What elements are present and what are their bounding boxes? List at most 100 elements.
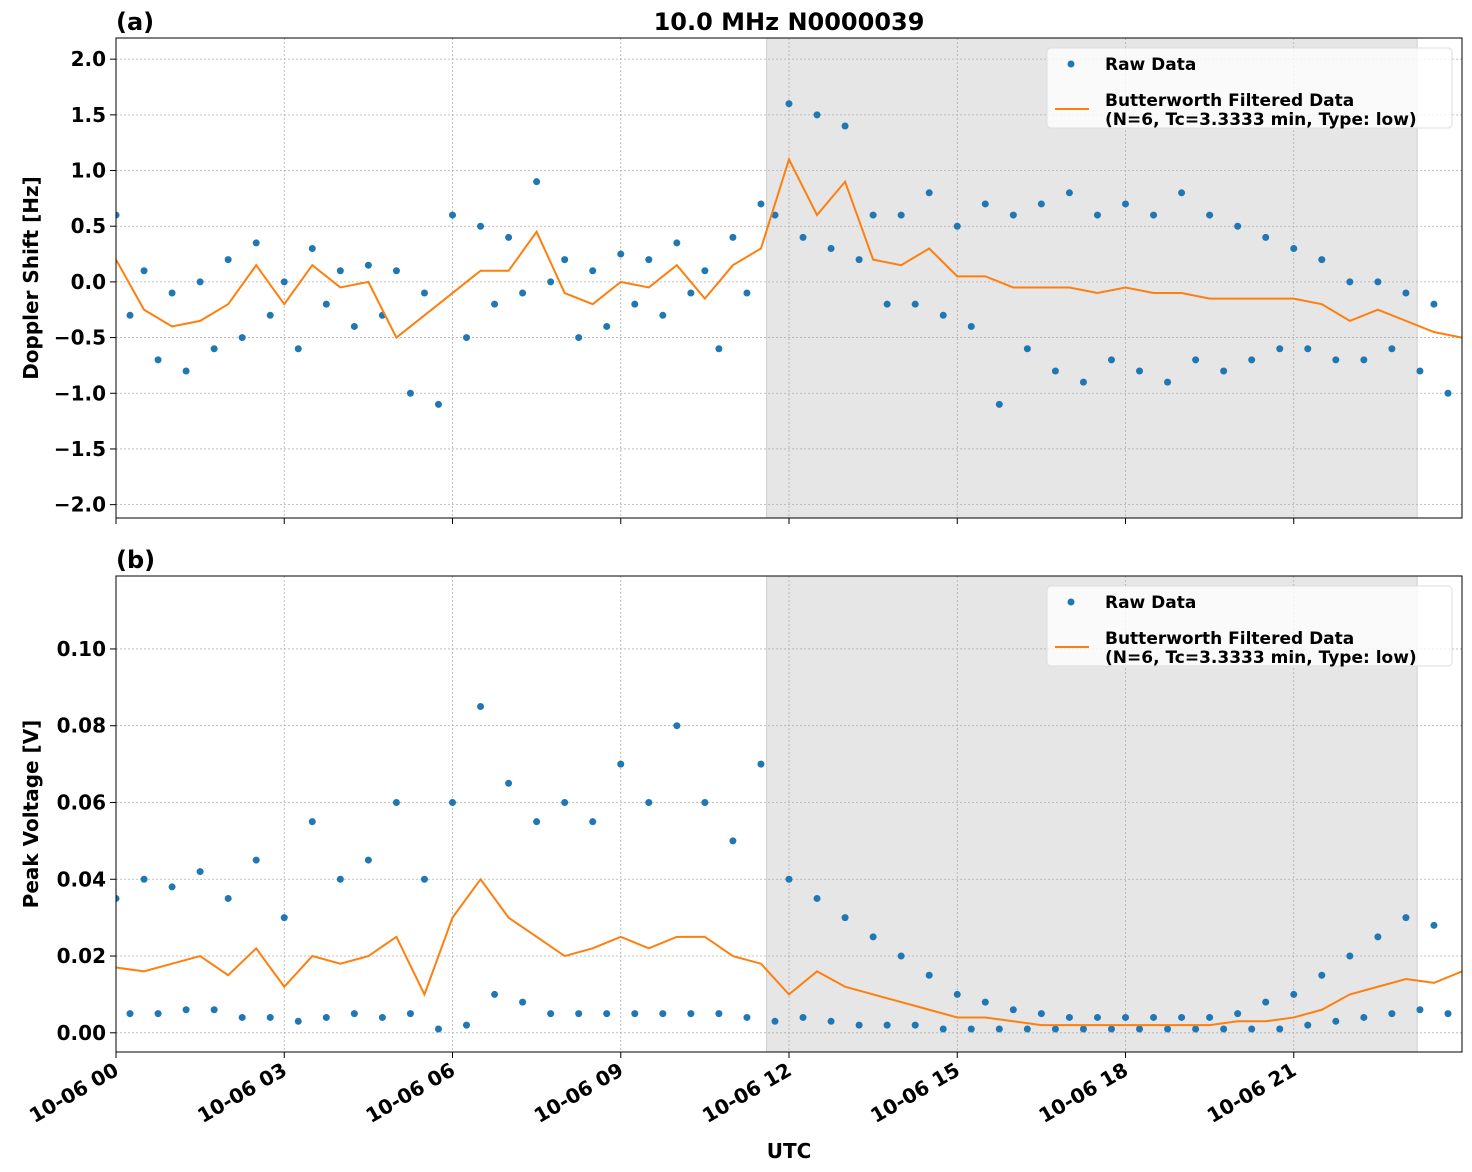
raw-point [266, 311, 274, 319]
raw-point [813, 111, 821, 119]
raw-point [1051, 367, 1059, 375]
plot-area [116, 100, 1462, 408]
legend-marker [1067, 60, 1075, 68]
raw-point [1164, 1025, 1172, 1033]
raw-point [1107, 356, 1115, 364]
raw-point [1206, 211, 1214, 219]
raw-point [350, 322, 358, 330]
raw-point [491, 300, 499, 308]
raw-point [561, 798, 569, 806]
raw-point [1164, 378, 1172, 386]
raw-point [477, 222, 485, 230]
raw-point [1037, 1010, 1045, 1018]
raw-point [827, 1017, 835, 1025]
raw-point [1318, 971, 1326, 979]
raw-point [1360, 356, 1368, 364]
legend-box [1046, 585, 1453, 667]
raw-point [252, 239, 260, 247]
raw-point [1079, 378, 1087, 386]
filtered-line [116, 156, 1462, 340]
y-tick-label: 0.02 [57, 944, 106, 968]
raw-point [154, 1010, 162, 1018]
raw-point [168, 883, 176, 891]
raw-point [392, 798, 400, 806]
raw-point [673, 722, 681, 730]
raw-point [1122, 1013, 1129, 1021]
raw-point [645, 256, 653, 264]
y-tick-label: −0.5 [54, 326, 106, 350]
filtered-line [116, 877, 1462, 1027]
raw-point [617, 760, 625, 768]
raw-point [883, 300, 891, 308]
raw-point [799, 1013, 807, 1021]
raw-point [1220, 367, 1228, 375]
raw-point [1444, 1010, 1452, 1018]
raw-point [1276, 345, 1284, 353]
raw-point [533, 818, 541, 826]
chart-title: 10.0 MHz N0000039 [654, 8, 925, 36]
raw-point [1192, 356, 1200, 364]
raw-point [280, 914, 288, 922]
raw-point [1248, 1025, 1256, 1033]
raw-point [1122, 200, 1129, 208]
raw-point [729, 837, 737, 845]
raw-point [1234, 222, 1242, 230]
raw-point [378, 1013, 386, 1021]
raw-point [519, 998, 527, 1006]
y-tick-label: 0.06 [57, 790, 106, 814]
axes-frame [115, 37, 1463, 519]
y-tick-label: 1.0 [71, 159, 106, 183]
raw-point [392, 267, 400, 275]
raw-point [715, 1010, 723, 1018]
raw-point [505, 779, 513, 787]
x-tick-label: 10-06 06 [361, 1058, 459, 1128]
y-axis-label: Peak Voltage [V] [19, 720, 43, 909]
raw-point [841, 122, 849, 130]
raw-point [224, 894, 232, 902]
raw-point [434, 400, 442, 408]
raw-point [336, 267, 344, 275]
raw-point [182, 1006, 190, 1014]
raw-point [995, 1025, 1003, 1033]
raw-point [1192, 1025, 1200, 1033]
raw-point [603, 322, 611, 330]
raw-point [883, 1021, 891, 1029]
raw-point [364, 856, 372, 864]
legend: Raw Data Butterworth Filtered Data (N=6, T… [1046, 47, 1453, 130]
raw-point [701, 267, 709, 275]
legend-label: Butterworth Filtered Data (N=6, Tc=3.3333… [1105, 91, 1417, 130]
raw-point [449, 211, 456, 219]
y-tick-label: −2.0 [54, 493, 106, 517]
raw-point [350, 1010, 358, 1018]
raw-point [238, 334, 246, 342]
raw-point [1107, 1025, 1115, 1033]
raw-point [617, 250, 625, 258]
raw-point [1430, 921, 1438, 929]
y-tick-label: 0.04 [57, 867, 106, 891]
y-tick-label: 2.0 [71, 47, 106, 71]
raw-point [841, 914, 849, 922]
raw-point [785, 100, 793, 108]
x-tick-label: 10-06 03 [193, 1058, 291, 1128]
raw-point [224, 256, 232, 264]
y-tick-label: 0.00 [57, 1021, 106, 1045]
legend-marker [1067, 598, 1075, 606]
raw-point [785, 875, 793, 883]
y-tick-label: 1.5 [71, 103, 106, 127]
y-tick-label: −1.5 [54, 437, 106, 461]
raw-point [1430, 300, 1438, 308]
raw-point [981, 200, 989, 208]
raw-point [1178, 1013, 1186, 1021]
y-tick-label: 0.10 [57, 637, 106, 661]
raw-point [420, 289, 428, 297]
panel: 0.00 0.02 0.04 0.06 0.08 0.10 10-06 00 10-06 03… [19, 546, 1463, 1163]
legend-box [1046, 47, 1453, 129]
raw-point [1290, 990, 1298, 998]
raw-point [308, 818, 316, 826]
raw-point [1051, 1025, 1059, 1033]
raw-point [1150, 1013, 1158, 1021]
raw-point [420, 875, 428, 883]
raw-point [995, 400, 1003, 408]
raw-point [939, 1025, 947, 1033]
raw-point [1150, 211, 1158, 219]
